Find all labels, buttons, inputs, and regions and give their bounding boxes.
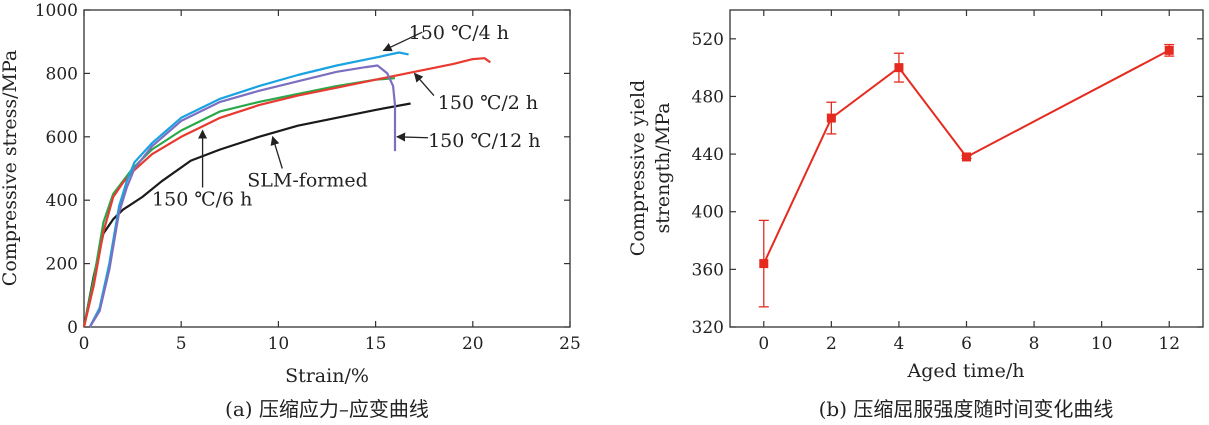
x-tick-label-b: 0 xyxy=(758,334,769,354)
series-line xyxy=(82,77,396,328)
axis-ticks-a: 0 5 10 15 20 25 0 200 400 600 800 1000 xyxy=(35,1,581,354)
annotation-label: 150 ℃/2 h xyxy=(438,92,538,114)
data-series-b xyxy=(758,43,1175,308)
y-tick-label-a: 1000 xyxy=(35,1,78,21)
x-tick-label-b: 10 xyxy=(1091,334,1113,354)
x-tick-label-b: 2 xyxy=(826,334,837,354)
x-tick-label-a: 25 xyxy=(559,334,581,354)
y-tick-label-b: 320 xyxy=(692,318,724,338)
annotation-arrow xyxy=(413,72,435,97)
y-tick-label-a: 0 xyxy=(67,318,78,338)
caption-b: (b) 压缩屈服强度随时间变化曲线 xyxy=(819,397,1114,421)
data-point xyxy=(759,259,769,269)
y-tick-label-b: 400 xyxy=(692,203,724,223)
y-axis-label-b-line1: Compressive yield xyxy=(627,80,649,256)
y-tick-label-a: 200 xyxy=(46,255,78,275)
x-axis-label-b: Aged time/h xyxy=(907,360,1025,382)
y-axis-label-b-line2: strength/MPa xyxy=(652,102,674,233)
x-tick-label-b: 12 xyxy=(1158,334,1180,354)
plot-frame-b xyxy=(729,9,1204,328)
x-tick-label-a: 15 xyxy=(365,334,387,354)
axis-ticks-b: 0 2 4 6 8 10 12 320 360 400 440 480 520 xyxy=(692,10,1203,354)
x-tick-label-a: 5 xyxy=(176,334,187,354)
annotation-label: 150 ℃/6 h xyxy=(152,189,252,211)
x-tick-label-b: 4 xyxy=(894,334,905,354)
series-line xyxy=(88,64,397,328)
plot-frame-a xyxy=(83,9,571,328)
data-point xyxy=(1164,45,1174,55)
y-tick-label-a: 600 xyxy=(46,128,78,148)
series-line xyxy=(82,57,491,328)
y-tick-label-a: 800 xyxy=(46,64,78,84)
y-tick-label-b: 440 xyxy=(692,145,724,165)
x-tick-label-b: 8 xyxy=(1029,334,1040,354)
data-series-a xyxy=(82,51,491,328)
x-tick-label-a: 20 xyxy=(462,334,484,354)
annotation-arrow xyxy=(382,31,423,52)
x-axis-label-a: Strain/% xyxy=(285,365,369,387)
y-tick-label-b: 520 xyxy=(692,30,724,50)
data-point xyxy=(826,113,836,123)
series-line xyxy=(82,102,411,328)
caption-a: (a) 压缩应力–应变曲线 xyxy=(225,397,429,421)
x-tick-label-a: 10 xyxy=(268,334,290,354)
annotation-label: SLM-formed xyxy=(247,170,368,192)
annotation-arrow xyxy=(270,135,283,169)
y-axis-label-a: Compressive stress/MPa xyxy=(0,50,21,286)
annotations-a: 150 ℃/4 h 150 ℃/2 h 150 ℃/12 h SLM-formed15… xyxy=(152,22,540,210)
x-tick-label-a: 0 xyxy=(79,334,90,354)
data-point xyxy=(962,152,971,162)
annotation-arrow xyxy=(396,132,429,142)
annotation-label: 150 ℃/4 h xyxy=(409,22,509,44)
y-tick-label-b: 360 xyxy=(692,260,724,280)
x-tick-label-b: 6 xyxy=(961,334,972,354)
data-point xyxy=(894,63,904,73)
annotation-label: 150 ℃/12 h xyxy=(428,130,540,152)
y-tick-label-b: 480 xyxy=(692,87,724,107)
y-tick-label-a: 400 xyxy=(46,191,78,211)
